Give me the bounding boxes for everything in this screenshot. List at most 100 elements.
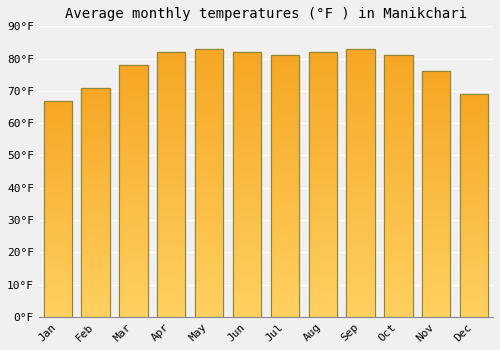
Bar (233, 68, 261, 71)
Bar (157, 134, 186, 137)
Bar (119, 183, 148, 186)
Bar (157, 248, 186, 251)
Bar (270, 97, 299, 100)
Bar (460, 139, 488, 141)
Bar (157, 182, 186, 184)
Bar (308, 253, 337, 256)
Bar (346, 263, 375, 266)
Bar (270, 204, 299, 207)
Bar (308, 214, 337, 216)
Bar (119, 302, 148, 304)
Bar (308, 60, 337, 63)
Bar (460, 246, 488, 248)
Bar (157, 230, 186, 232)
Bar (44, 267, 72, 269)
Bar (308, 240, 337, 243)
Bar (422, 175, 450, 177)
Bar (82, 269, 110, 271)
Bar (460, 303, 488, 306)
Bar (233, 108, 261, 110)
Bar (157, 200, 186, 203)
Bar (422, 233, 450, 236)
Bar (195, 180, 224, 183)
Bar (82, 301, 110, 303)
Bar (233, 124, 261, 126)
Bar (195, 268, 224, 271)
Bar (157, 171, 186, 174)
Bar (460, 228, 488, 230)
Bar (44, 181, 72, 183)
Bar (195, 145, 224, 148)
Bar (270, 55, 299, 58)
Bar (308, 134, 337, 137)
Bar (422, 182, 450, 184)
Bar (422, 142, 450, 145)
Bar (270, 178, 299, 181)
Bar (233, 110, 261, 113)
Bar (460, 161, 488, 163)
Bar (44, 174, 72, 176)
Bar (119, 281, 148, 284)
Bar (346, 161, 375, 164)
Bar (422, 84, 450, 86)
Bar (270, 100, 299, 103)
Bar (157, 166, 186, 169)
Bar (195, 252, 224, 255)
Bar (233, 264, 261, 266)
Bar (233, 97, 261, 100)
Bar (119, 65, 148, 68)
Bar (157, 63, 186, 65)
Bar (384, 94, 412, 97)
Bar (44, 224, 72, 226)
Bar (119, 284, 148, 287)
Bar (157, 272, 186, 274)
Bar (82, 156, 110, 159)
Bar (422, 226, 450, 229)
Bar (346, 113, 375, 116)
Bar (119, 123, 148, 125)
Bar (308, 264, 337, 266)
Bar (308, 84, 337, 86)
Bar (346, 223, 375, 226)
Bar (384, 157, 412, 160)
Bar (346, 234, 375, 237)
Bar (270, 142, 299, 144)
Bar (157, 301, 186, 303)
Bar (422, 204, 450, 206)
Bar (82, 204, 110, 207)
Bar (195, 65, 224, 68)
Bar (157, 243, 186, 245)
Bar (308, 52, 337, 317)
Bar (384, 181, 412, 183)
Bar (233, 103, 261, 105)
Bar (195, 124, 224, 127)
Bar (195, 223, 224, 226)
Bar (346, 105, 375, 108)
Bar (157, 132, 186, 134)
Bar (44, 295, 72, 298)
Bar (384, 55, 412, 317)
Bar (44, 155, 72, 157)
Bar (460, 219, 488, 221)
Bar (384, 199, 412, 202)
Bar (119, 156, 148, 158)
Bar (346, 194, 375, 196)
Bar (422, 236, 450, 238)
Bar (346, 121, 375, 124)
Bar (119, 236, 148, 239)
Bar (270, 304, 299, 306)
Bar (195, 263, 224, 266)
Bar (460, 230, 488, 232)
Bar (195, 159, 224, 161)
Bar (384, 66, 412, 68)
Bar (460, 145, 488, 147)
Bar (195, 108, 224, 111)
Bar (82, 163, 110, 166)
Bar (422, 309, 450, 312)
Bar (346, 244, 375, 247)
Bar (422, 111, 450, 113)
Bar (384, 71, 412, 74)
Bar (119, 209, 148, 211)
Bar (308, 296, 337, 298)
Bar (233, 139, 261, 142)
